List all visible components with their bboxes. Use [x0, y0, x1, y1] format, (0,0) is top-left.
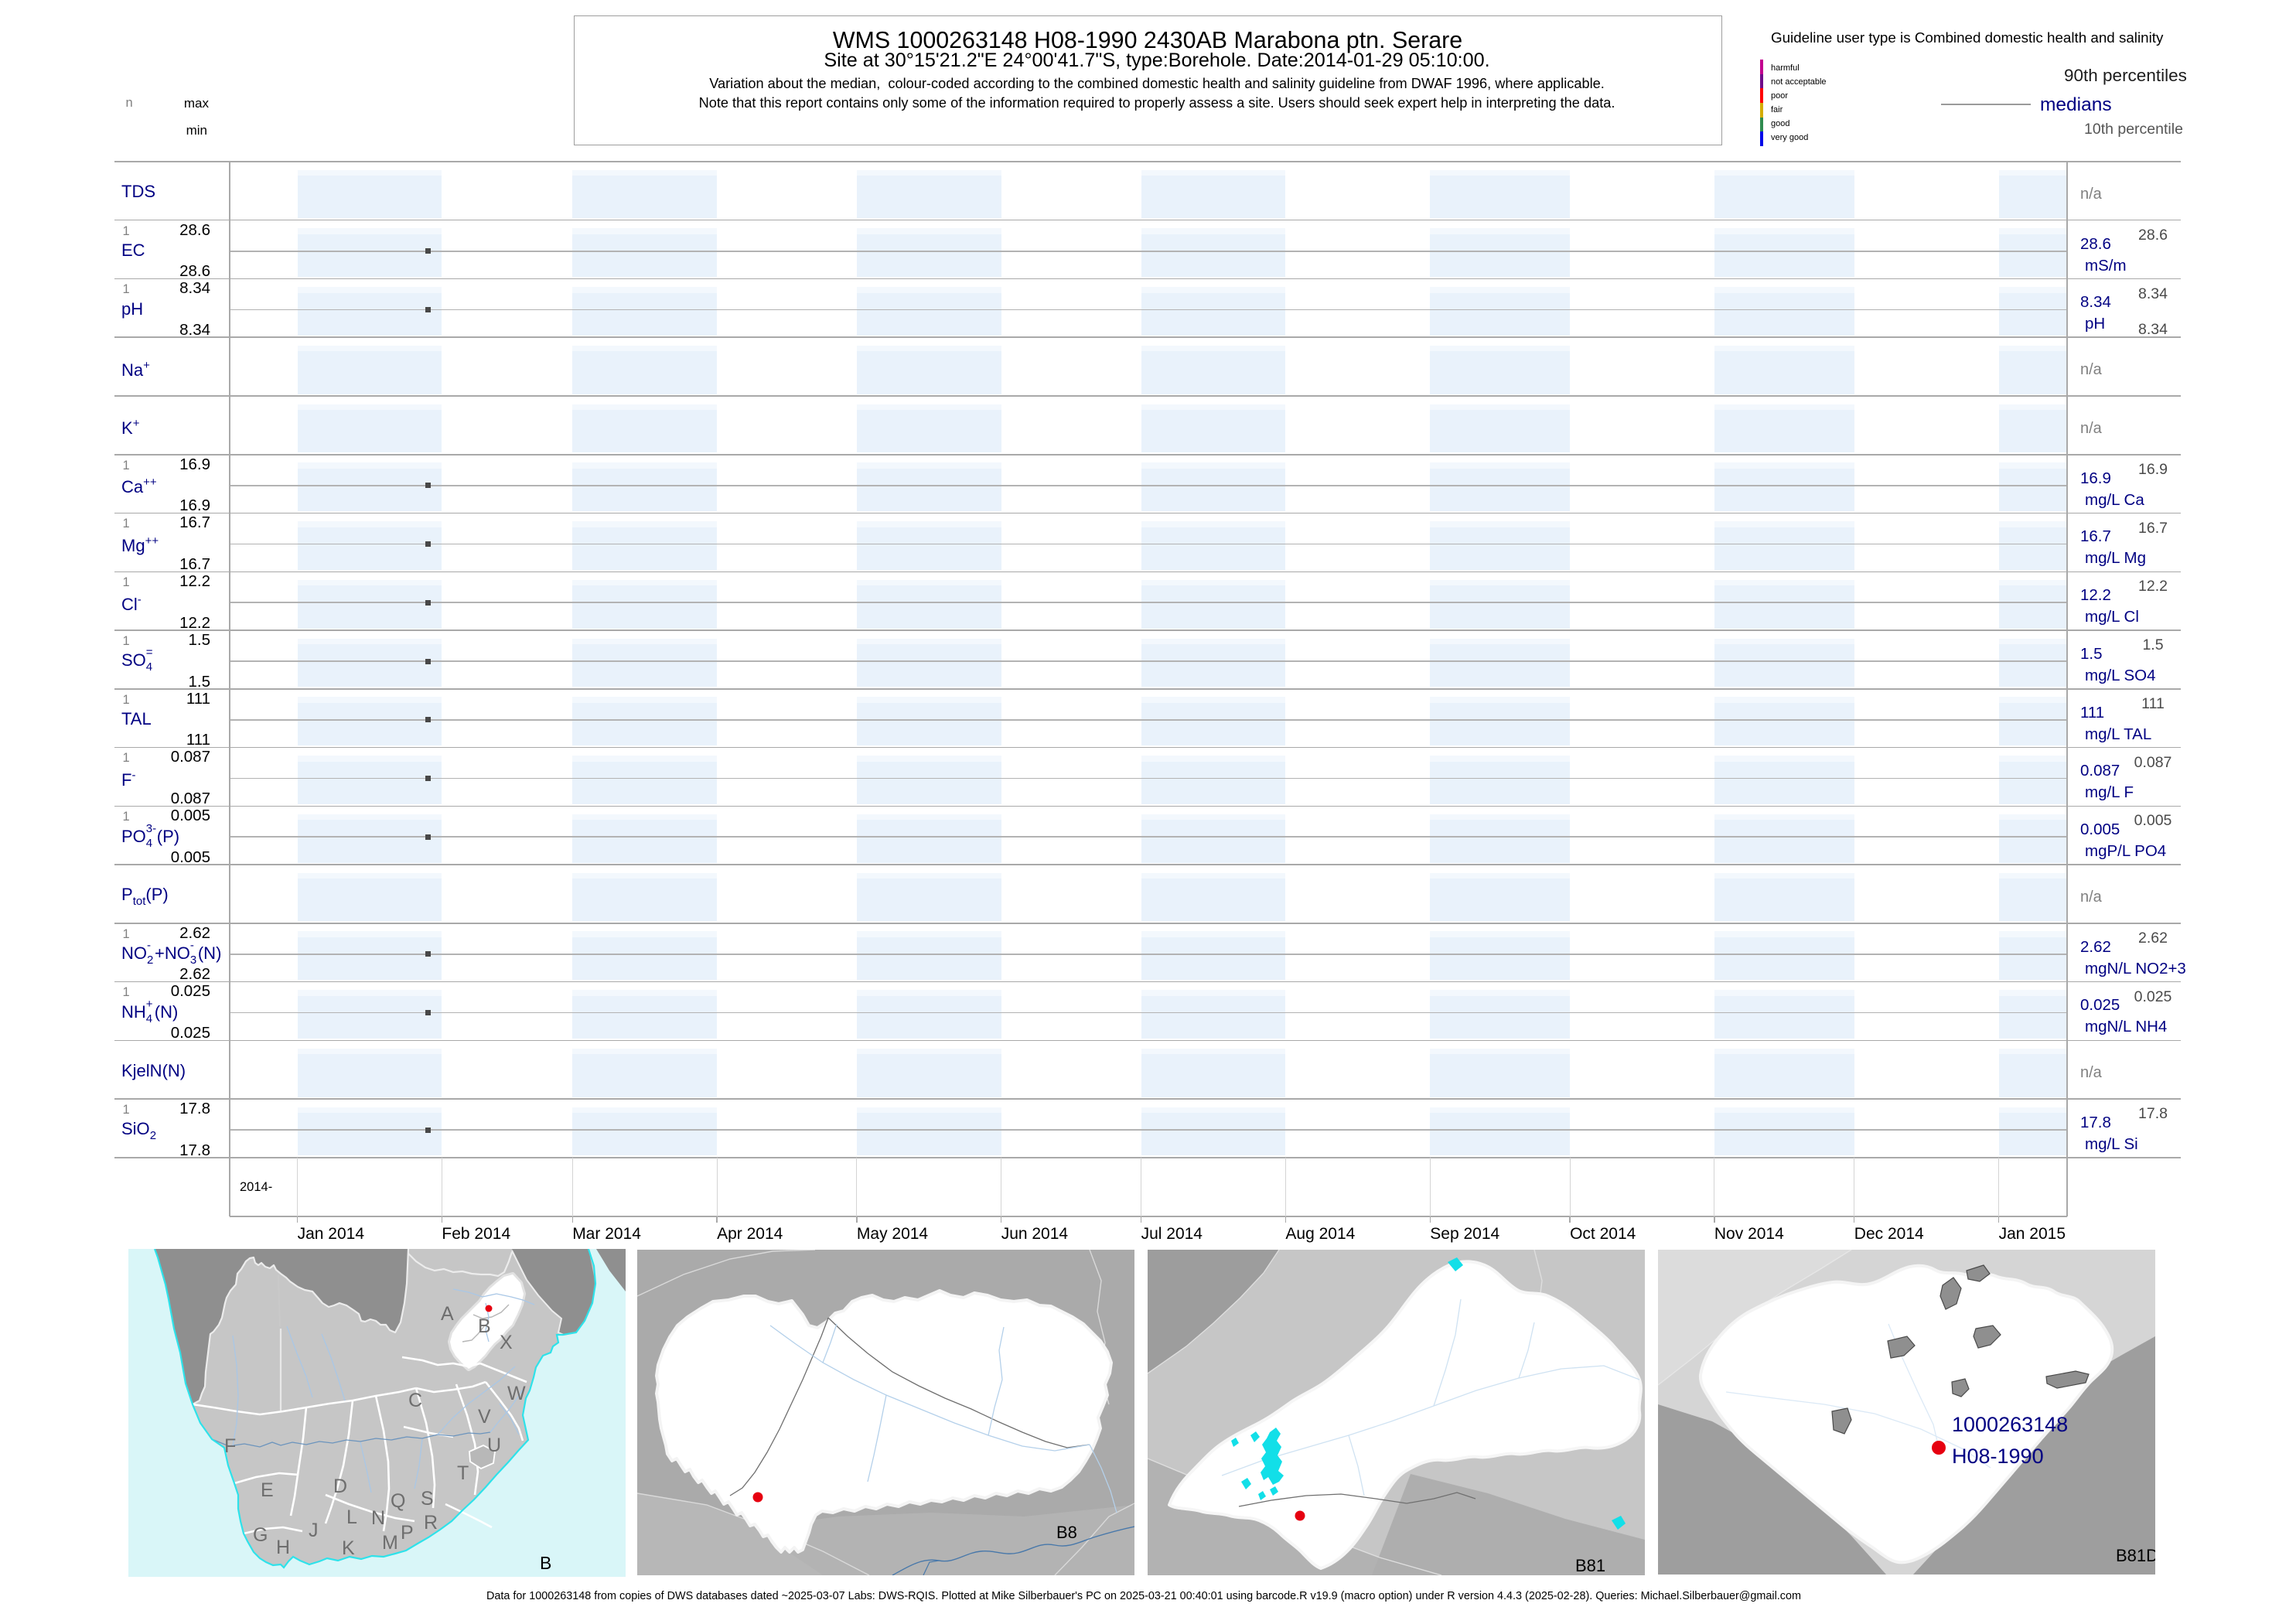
- svg-text:N: N: [371, 1507, 385, 1529]
- svg-text:E: E: [261, 1479, 274, 1501]
- svg-text:J: J: [309, 1520, 319, 1541]
- svg-text:X: X: [500, 1332, 513, 1353]
- svg-text:F: F: [224, 1435, 236, 1457]
- svg-text:B81D: B81D: [2116, 1546, 2155, 1565]
- svg-text:S: S: [421, 1488, 434, 1510]
- svg-text:1000263148: 1000263148: [1952, 1413, 2068, 1436]
- svg-text:B81: B81: [1575, 1556, 1605, 1575]
- svg-text:B: B: [478, 1315, 491, 1337]
- svg-text:K: K: [342, 1537, 355, 1559]
- svg-text:L: L: [346, 1506, 357, 1528]
- svg-text:H: H: [276, 1537, 290, 1558]
- svg-text:M: M: [382, 1532, 398, 1554]
- svg-text:Q: Q: [391, 1490, 405, 1512]
- svg-text:D: D: [333, 1476, 347, 1497]
- svg-text:G: G: [253, 1524, 268, 1546]
- svg-text:A: A: [441, 1303, 454, 1325]
- svg-text:U: U: [487, 1435, 501, 1456]
- svg-text:H08-1990: H08-1990: [1952, 1445, 2044, 1468]
- svg-text:B8: B8: [1056, 1523, 1077, 1542]
- svg-text:W: W: [507, 1383, 526, 1404]
- svg-text:P: P: [401, 1522, 414, 1544]
- svg-text:B: B: [540, 1553, 551, 1573]
- svg-text:V: V: [478, 1406, 491, 1428]
- svg-text:C: C: [408, 1390, 422, 1411]
- svg-text:R: R: [424, 1512, 438, 1534]
- svg-text:T: T: [457, 1462, 469, 1484]
